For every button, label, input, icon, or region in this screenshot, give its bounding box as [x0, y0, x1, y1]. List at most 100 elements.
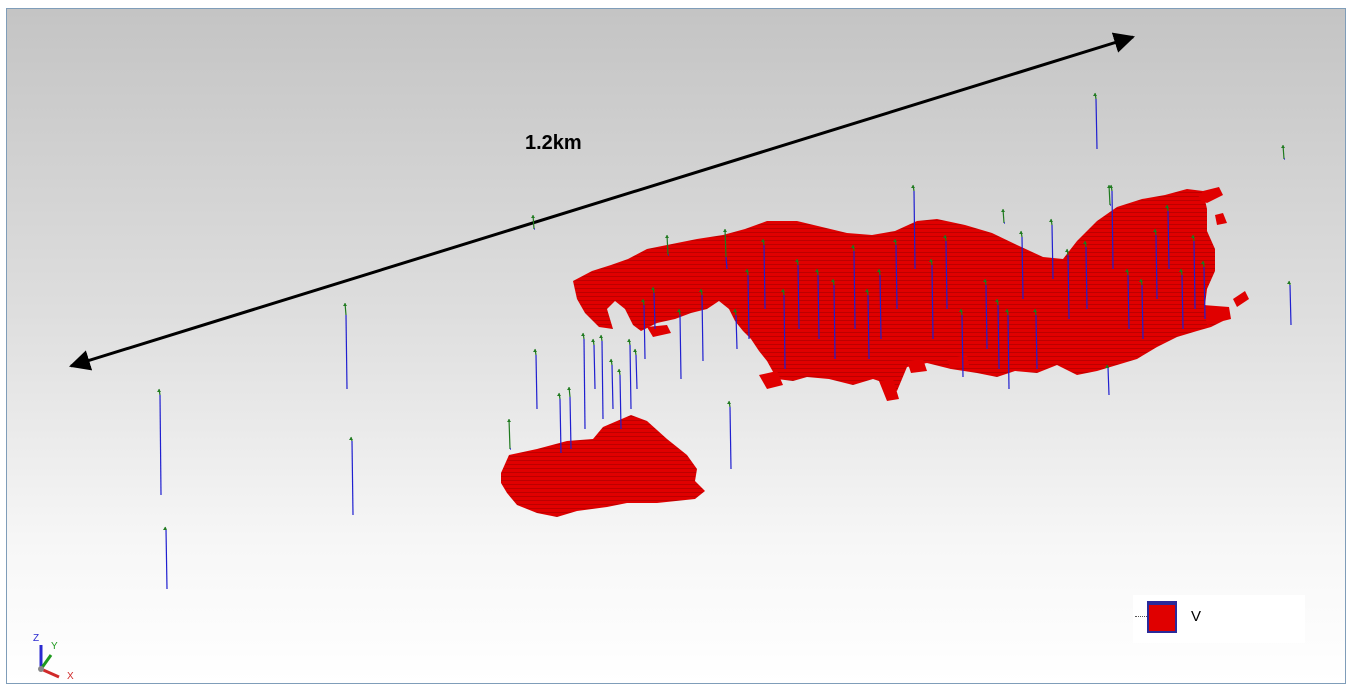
- drillhole-collar-marker: [699, 289, 703, 292]
- drillhole-trace-lower: [601, 340, 604, 420]
- drillhole-collar-marker: [943, 235, 947, 238]
- drillhole-trace-lower: [1127, 274, 1130, 330]
- axis-triad-icon: [38, 645, 60, 679]
- drillhole-collar-marker: [1049, 219, 1053, 222]
- drillhole-collar-marker: [745, 269, 749, 272]
- drillhole-trace-lower: [1007, 314, 1010, 390]
- orebody-lower: [501, 415, 705, 517]
- drillhole-collar-marker: [157, 389, 161, 392]
- drillhole-collar-marker: [995, 299, 999, 302]
- drillhole-trace-lower: [1095, 98, 1098, 150]
- drillhole-collar-marker: [815, 269, 819, 272]
- drillhole-collar-marker: [1019, 231, 1023, 234]
- drillhole-trace-lower: [593, 344, 596, 390]
- drillhole-trace-lower: [1021, 236, 1024, 300]
- drillhole-trace-lower: [643, 304, 646, 360]
- drillhole-trace-lower: [985, 284, 988, 350]
- drillhole-collar-marker: [1001, 209, 1005, 212]
- drillhole-trace-lower: [1085, 246, 1088, 310]
- legend-connector: [1135, 616, 1147, 617]
- drillhole-trace-lower: [165, 528, 168, 590]
- drillhole-trace-lower: [559, 398, 562, 454]
- drillhole-trace-lower: [1167, 210, 1170, 270]
- drillhole-trace-lower: [961, 314, 964, 378]
- drillhole-collar-marker: [1093, 93, 1097, 96]
- drillhole-trace-lower: [619, 374, 622, 430]
- drillhole-trace-lower: [679, 314, 682, 380]
- drillhole-trace-lower: [725, 256, 728, 270]
- drillhole-trace-lower: [1107, 366, 1110, 396]
- legend-label: V: [1191, 608, 1202, 625]
- drillhole-trace-lower: [997, 304, 1000, 370]
- drillhole-collar-marker: [983, 279, 987, 282]
- drillhole-trace-lower: [701, 294, 704, 362]
- drillhole-trace-lower: [1067, 254, 1070, 320]
- drillhole-collar-marker: [1191, 235, 1195, 238]
- drillhole-collar-marker: [1107, 185, 1111, 188]
- drillhole-trace-lower: [931, 264, 934, 340]
- drillhole-collar-marker: [677, 309, 681, 312]
- drillhole-collar-marker: [1139, 279, 1143, 282]
- drillhole-trace-lower: [945, 240, 948, 310]
- scale-label: 1.2km: [525, 132, 582, 154]
- drillhole-trace-lower: [747, 274, 750, 340]
- drillhole-trace-lower: [1155, 234, 1158, 300]
- drillhole-trace-upper: [666, 234, 669, 256]
- drillhole-collar-marker: [851, 245, 855, 248]
- drillhole-collar-marker: [617, 369, 621, 372]
- drillhole-collar-marker: [567, 387, 571, 390]
- drillhole-trace-lower: [763, 244, 766, 310]
- drillhole-collar-marker: [1179, 269, 1183, 272]
- drillhole-collar-marker: [959, 309, 963, 312]
- 3d-viewport[interactable]: 1.2km V Z Y X: [6, 8, 1346, 684]
- drillhole-trace-lower: [1035, 314, 1038, 370]
- drillhole-collar-marker: [665, 235, 669, 238]
- drillhole-trace-lower: [783, 294, 786, 370]
- drillhole-trace-lower: [583, 338, 586, 430]
- drillhole-collar-marker: [727, 401, 731, 404]
- drillhole-trace-lower: [535, 354, 538, 410]
- drillhole-collar-marker: [599, 335, 603, 338]
- drillhole-collar-marker: [1153, 229, 1157, 232]
- drillhole-collar-marker: [1033, 309, 1037, 312]
- drillhole-collar-marker: [877, 269, 881, 272]
- axis-triad[interactable]: Z Y X: [29, 629, 79, 683]
- drillhole-trace-lower: [351, 440, 354, 516]
- drillhole-trace-upper: [1108, 184, 1111, 206]
- drillhole-collar-marker: [1105, 365, 1109, 368]
- drillhole-collar-marker: [591, 339, 595, 342]
- drillhole-collar-marker: [163, 527, 167, 530]
- drillhole-collar-marker: [831, 279, 835, 282]
- drillhole-trace-lower: [817, 274, 820, 340]
- drillhole-trace-lower: [729, 406, 732, 470]
- orebody-main: [573, 187, 1249, 401]
- drillhole-trace-lower: [853, 250, 856, 330]
- drillhole-collar-marker: [1201, 261, 1205, 264]
- drillhole-collar-marker: [1281, 145, 1285, 148]
- drillhole-collar-marker: [633, 349, 637, 352]
- scale-bar-arrow: [68, 32, 1136, 371]
- drillhole-collar-marker: [349, 437, 353, 440]
- drillhole-collar-marker: [911, 185, 915, 188]
- drillhole-collar-marker: [651, 287, 655, 290]
- drillhole-trace-lower: [913, 190, 916, 270]
- drillhole-trace-lower: [1111, 190, 1114, 270]
- drillhole-trace-lower: [653, 292, 656, 330]
- drillhole-collar-marker: [795, 259, 799, 262]
- drillhole-trace-lower: [797, 264, 800, 330]
- drillhole-collar-marker: [557, 393, 561, 396]
- drillhole-collar-marker: [781, 289, 785, 292]
- drillhole-trace-lower: [345, 314, 348, 390]
- scene-canvas[interactable]: [7, 9, 1345, 683]
- drillhole-trace-lower: [635, 354, 638, 390]
- drillhole-trace-lower: [629, 344, 632, 410]
- axis-x-label: X: [67, 671, 74, 682]
- drillhole-collar-marker: [1065, 249, 1069, 252]
- drillhole-collar-marker: [1083, 241, 1087, 244]
- drillhole-trace-lower: [569, 396, 572, 450]
- drillhole-collar-marker: [343, 303, 347, 306]
- drillhole-trace-lower: [1141, 284, 1144, 340]
- drillhole-collar-marker: [929, 259, 933, 262]
- drillhole-trace-lower: [879, 274, 882, 340]
- drillhole-collar-marker: [1165, 205, 1169, 208]
